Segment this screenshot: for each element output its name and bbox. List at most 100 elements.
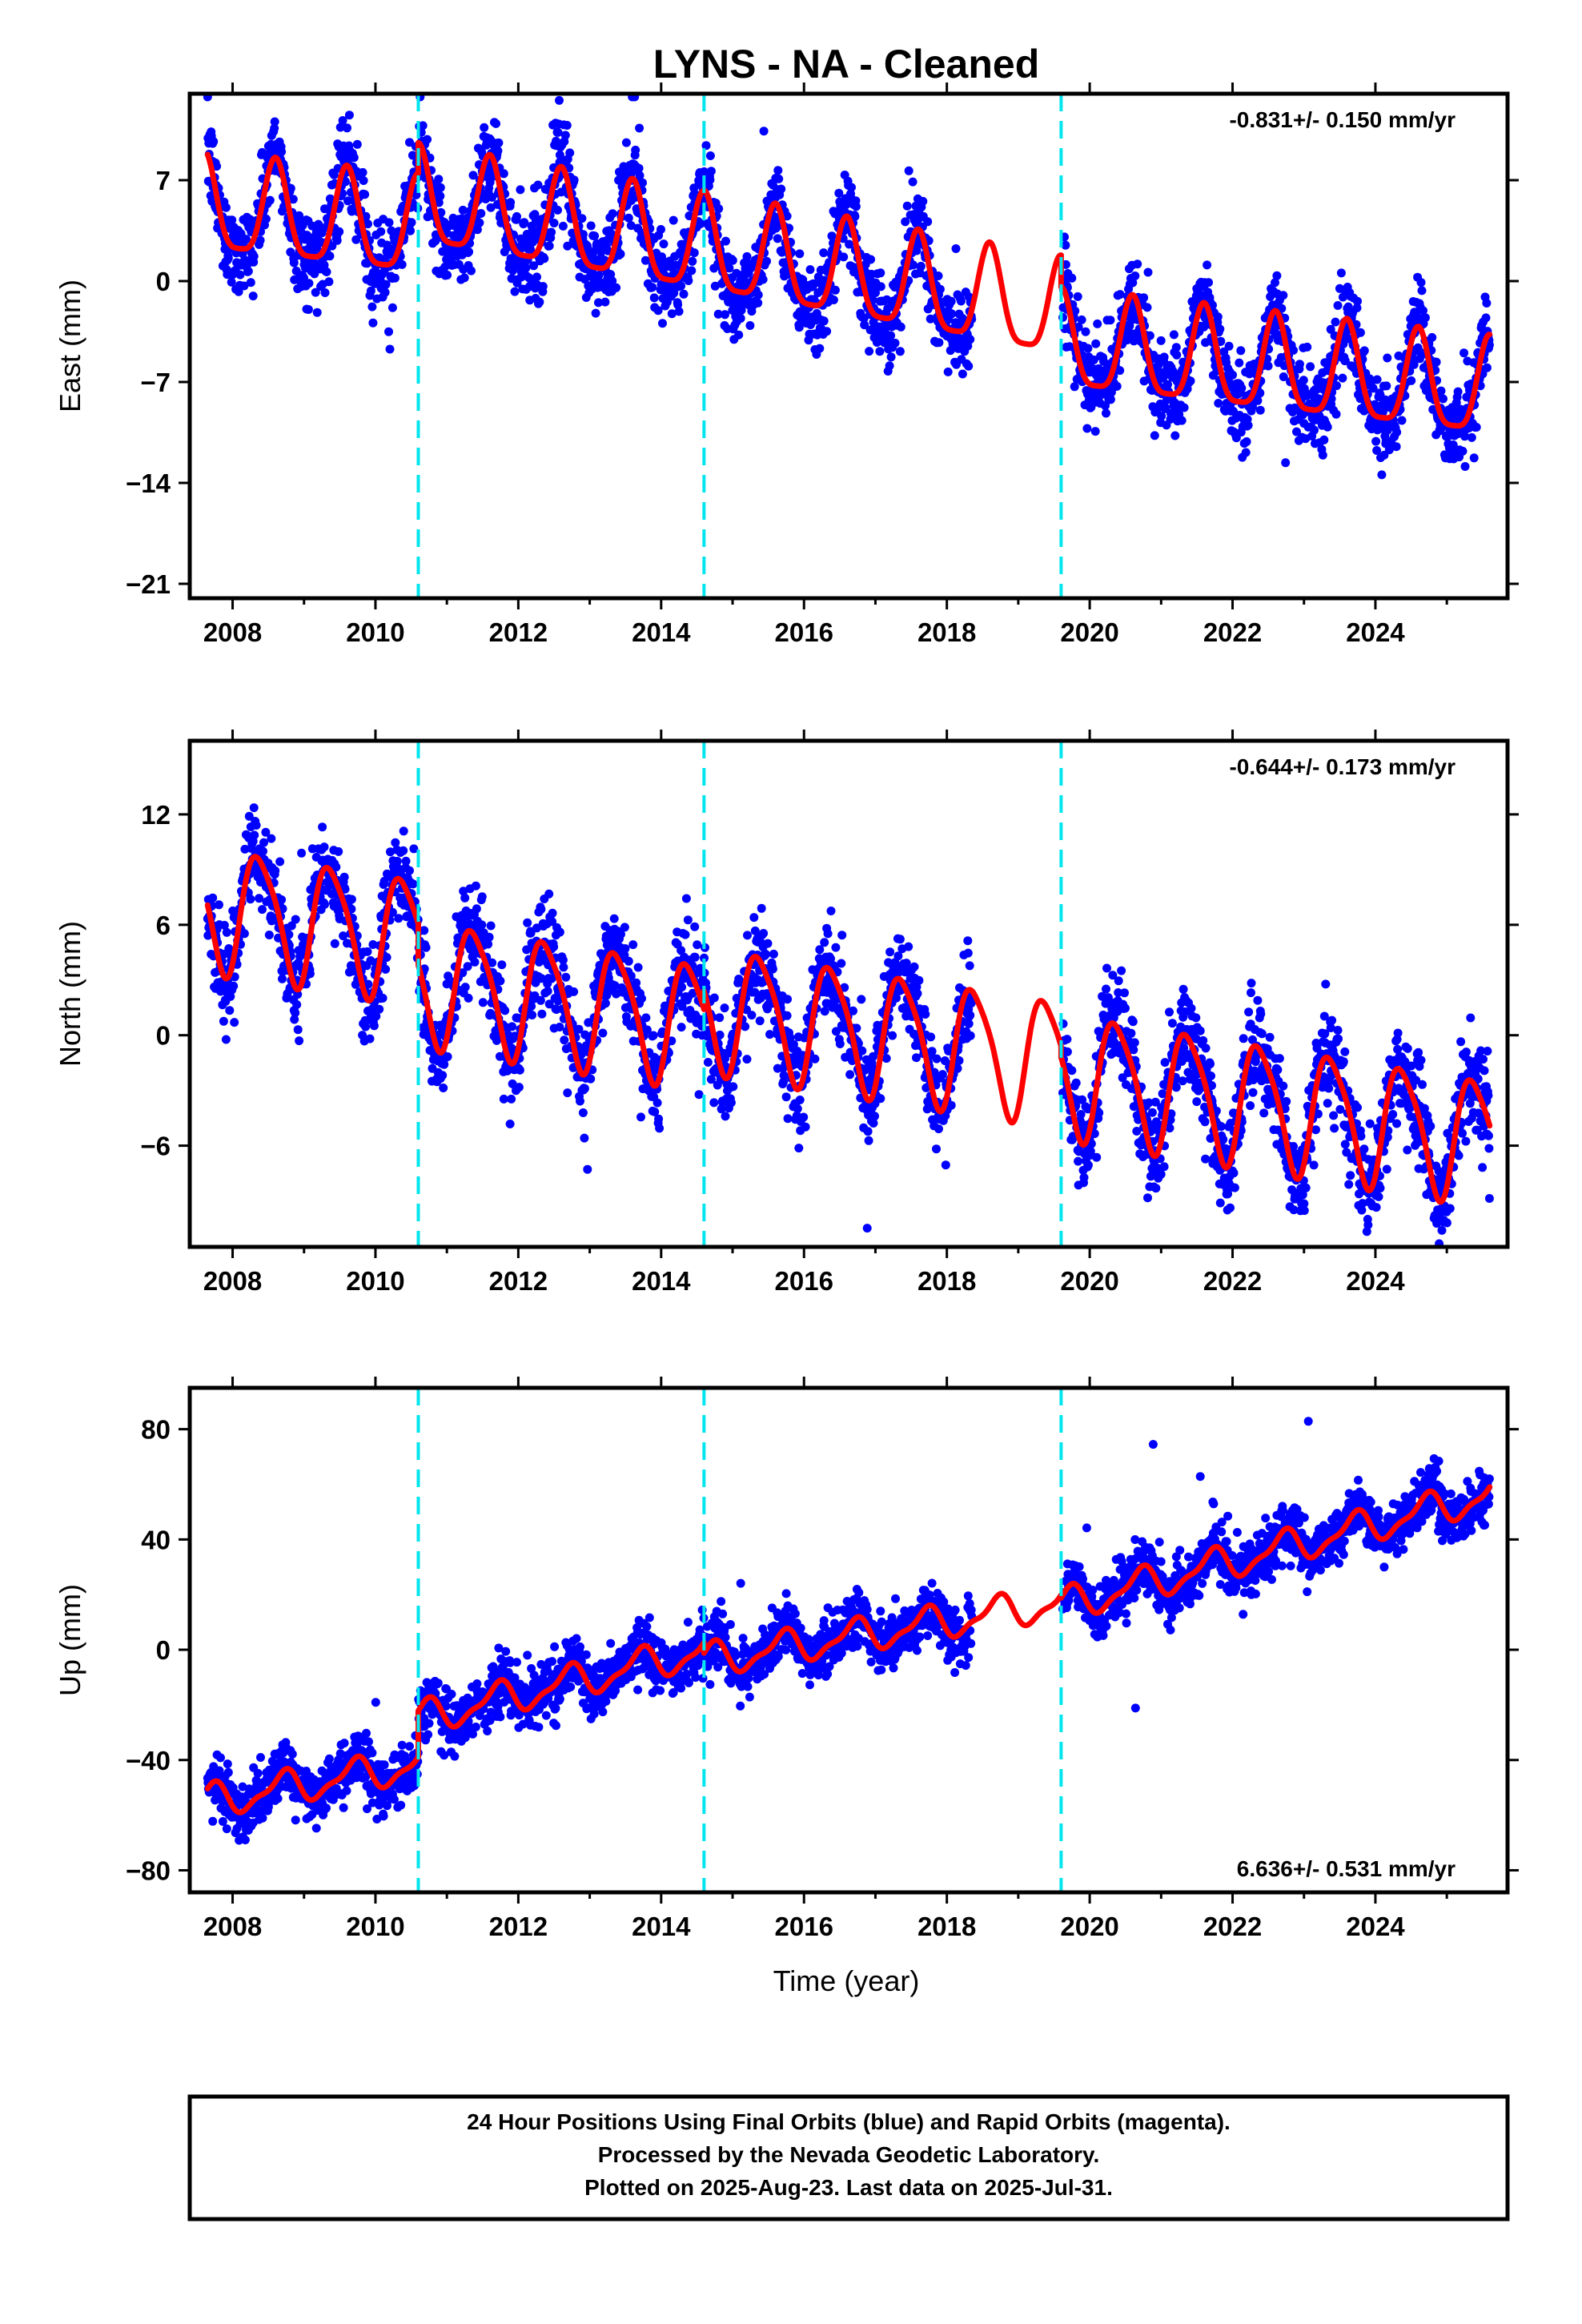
east-data-point — [1215, 324, 1225, 334]
east-data-point — [434, 198, 444, 207]
east-x-tick-label: 2014 — [632, 617, 691, 647]
north-data-point — [636, 1112, 645, 1122]
east-data-point — [443, 271, 452, 279]
east-data-point — [886, 352, 896, 362]
east-data-point — [659, 239, 669, 249]
east-data-point — [1143, 267, 1153, 277]
east-data-point — [1067, 273, 1077, 283]
north-data-point — [715, 1013, 725, 1023]
north-data-point — [826, 907, 836, 915]
east-data-point — [1439, 394, 1447, 404]
north-data-point — [912, 1053, 921, 1063]
east-data-point — [555, 95, 564, 105]
north-data-point — [421, 943, 431, 952]
east-data-point — [1460, 462, 1470, 471]
north-data-point — [438, 1071, 448, 1080]
east-data-point — [958, 369, 967, 379]
north-data-point — [408, 879, 418, 889]
east-data-point — [1170, 431, 1180, 440]
north-data-point — [318, 822, 327, 832]
east-data-point — [248, 292, 258, 301]
east-data-point — [736, 314, 745, 323]
east-data-point — [1460, 348, 1468, 358]
east-data-point — [212, 162, 222, 171]
east-x-tick-label: 2012 — [489, 617, 548, 647]
east-data-point — [1081, 327, 1090, 336]
east-data-point — [1177, 416, 1186, 425]
east-data-point — [1204, 278, 1213, 287]
east-data-point — [553, 205, 562, 215]
east-data-point — [1139, 293, 1149, 303]
east-data-point — [1295, 360, 1304, 369]
east-data-point — [304, 279, 314, 288]
north-data-point — [548, 908, 557, 918]
east-data-point — [1093, 319, 1102, 328]
east-data-point — [1242, 437, 1251, 446]
north-data-point — [259, 838, 268, 847]
east-data-point — [758, 275, 768, 284]
north-data-point — [757, 903, 766, 913]
north-data-point — [837, 931, 847, 940]
east-data-point — [349, 153, 359, 163]
east-data-point — [329, 170, 339, 179]
north-data-point — [528, 1011, 537, 1019]
east-data-point — [227, 277, 236, 287]
east-data-point — [475, 218, 484, 227]
north-data-point — [628, 940, 638, 950]
east-data-point — [493, 146, 503, 155]
north-data-point — [576, 1096, 584, 1106]
east-y-tick-label: −7 — [140, 368, 171, 397]
north-data-point — [677, 1023, 686, 1032]
east-y-tick-label: −14 — [126, 468, 171, 498]
east-data-point — [656, 225, 665, 234]
east-data-point — [397, 259, 407, 269]
north-data-point — [363, 947, 372, 956]
north-data-point — [578, 1108, 588, 1117]
north-data-point — [440, 1059, 449, 1069]
north-data-point — [909, 962, 919, 971]
north-data-point — [271, 866, 280, 875]
north-data-point — [703, 1058, 713, 1067]
north-data-point — [709, 1098, 719, 1108]
east-data-point — [679, 289, 689, 299]
north-data-point — [742, 1055, 752, 1064]
east-data-point — [935, 284, 945, 294]
east-data-point — [677, 281, 686, 291]
east-data-point — [886, 331, 896, 340]
north-data-point — [544, 889, 554, 899]
north-data-point — [537, 1009, 547, 1019]
north-data-point — [405, 866, 414, 875]
north-data-point — [870, 1112, 879, 1121]
north-data-point — [559, 963, 568, 972]
north-data-point — [795, 1096, 805, 1104]
east-x-tick-label: 2008 — [203, 617, 262, 647]
east-data-point — [325, 251, 335, 261]
east-data-point — [714, 204, 724, 214]
east-data-point — [608, 209, 617, 219]
east-data-point — [1310, 425, 1319, 435]
east-data-point — [1169, 330, 1178, 340]
north-data-point — [845, 1070, 855, 1080]
north-data-point — [523, 918, 532, 927]
north-data-point — [225, 1006, 235, 1015]
north-data-point — [831, 943, 841, 952]
east-data-point — [1083, 344, 1093, 353]
east-data-point — [1420, 313, 1430, 323]
east-x-tick-label: 2010 — [346, 617, 404, 647]
east-data-point — [851, 202, 861, 211]
east-data-point — [347, 207, 356, 216]
east-y-tick-label: 7 — [156, 166, 171, 195]
east-data-point — [405, 138, 414, 147]
north-data-point — [250, 830, 259, 840]
east-data-point — [876, 282, 885, 292]
east-data-point — [286, 183, 295, 193]
east-data-point — [943, 367, 953, 376]
north-data-point — [508, 1022, 517, 1031]
north-data-point — [477, 892, 487, 902]
east-data-point — [1082, 424, 1092, 433]
north-data-point — [624, 956, 633, 966]
north-data-point — [747, 1011, 757, 1020]
north-data-point — [641, 1013, 651, 1023]
east-data-point — [795, 249, 805, 259]
